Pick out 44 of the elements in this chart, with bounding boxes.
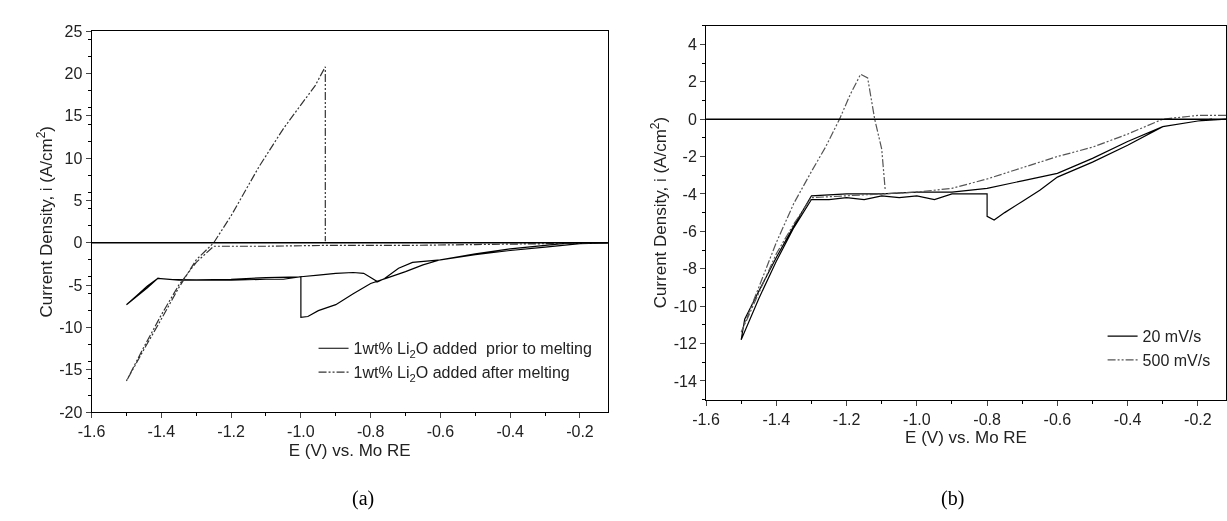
x-axis-title: E (V) vs. Mo RE xyxy=(288,440,411,460)
y-tick-label: -6 xyxy=(682,222,697,240)
x-tick-label: -0.2 xyxy=(1184,410,1212,428)
y-tick-label: -10 xyxy=(59,319,83,337)
x-tick-label: -0.2 xyxy=(566,423,594,441)
x-tick-label: -0.4 xyxy=(496,423,525,441)
x-tick-label: -1.4 xyxy=(762,410,791,428)
text: (a) xyxy=(352,487,375,510)
text: (b) xyxy=(941,487,965,510)
y-tick-label: 5 xyxy=(73,192,83,210)
y-tick-label: -14 xyxy=(673,372,697,390)
x-tick-label: -0.6 xyxy=(1043,410,1072,428)
y-tick-label: 20 xyxy=(64,65,83,83)
y-tick-label: -10 xyxy=(673,297,697,315)
y-tick-label: 0 xyxy=(73,234,83,252)
legend-label: 500 mV/s xyxy=(1142,352,1211,370)
x-tick-label: -0.8 xyxy=(356,423,385,441)
legend-label: 1wt% Li$_{2}$O added prior to melting xyxy=(353,340,592,360)
y-tick-label: 25 xyxy=(64,22,83,40)
y-tick-label: 0 xyxy=(687,110,697,128)
y-tick-label: -5 xyxy=(68,276,83,294)
y-tick-label: -12 xyxy=(673,335,697,353)
y-tick-label: -20 xyxy=(59,403,83,421)
x-tick-label: -1.6 xyxy=(692,410,720,428)
x-tick-label: -0.6 xyxy=(426,423,455,441)
x-tick-label: -1.0 xyxy=(903,410,931,428)
y-tick-label: -2 xyxy=(682,148,697,166)
y-tick-label: -15 xyxy=(59,361,83,379)
y-tick-label: 15 xyxy=(64,107,83,125)
y-tick-label: -4 xyxy=(682,185,697,203)
x-tick-label: -0.8 xyxy=(973,410,1001,428)
x-tick-label: -1.4 xyxy=(147,423,176,441)
y-tick-label: 4 xyxy=(687,35,697,53)
legend-label: 20 mV/s xyxy=(1142,328,1202,346)
x-tick-label: -1.0 xyxy=(287,423,315,441)
x-tick-label: -0.4 xyxy=(1113,410,1142,428)
y-tick-label: 2 xyxy=(687,73,697,91)
x-axis-title: E (V) vs. Mo RE xyxy=(905,428,1027,448)
x-tick-label: -1.2 xyxy=(217,423,245,441)
legend-label: 1wt% Li$_{2}$O added after melting xyxy=(353,364,570,384)
y-tick-label: -8 xyxy=(682,260,697,278)
y-tick-label: 10 xyxy=(64,149,83,167)
x-tick-label: -1.6 xyxy=(77,423,106,441)
x-tick-label: -1.2 xyxy=(832,410,861,428)
